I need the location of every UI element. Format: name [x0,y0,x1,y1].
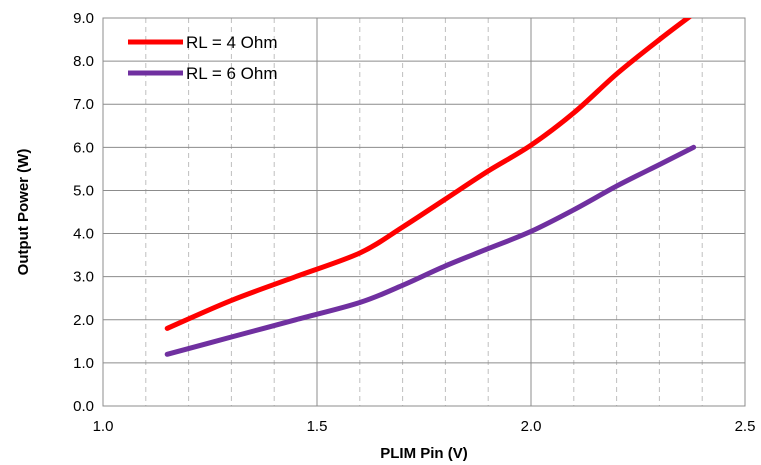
y-tick-label: 2.0 [73,312,94,329]
x-tick-label: 2.5 [735,418,756,435]
x-tick-label: 1.5 [307,418,328,435]
legend-label: RL = 6 Ohm [186,64,278,83]
plot-area [102,17,746,407]
series-line-1 [164,18,693,331]
series-layer [164,18,697,357]
y-tick-label: 9.0 [73,10,94,27]
y-tick-label: 3.0 [73,269,94,286]
y-axis-label: Output Power (W) [15,149,32,276]
minor-gridlines [145,18,703,406]
x-tick-label: 2.0 [521,418,542,435]
y-tick-label: 7.0 [73,96,94,113]
y-axis-ticks: 0.0 1.0 2.0 3.0 4.0 5.0 6.0 7.0 8.0 9.0 [73,10,94,415]
y-tick-label: 5.0 [73,182,94,199]
legend-item-1: RL = 4 Ohm [128,33,278,52]
series-line-2 [164,144,697,357]
x-axis-label: PLIM Pin (V) [380,445,468,462]
y-tick-label: 1.0 [73,355,94,372]
y-tick-label: 8.0 [73,53,94,70]
x-tick-label: 1.0 [93,418,114,435]
plot-border [102,17,746,407]
legend-label: RL = 4 Ohm [186,33,278,52]
legend: RL = 4 Ohm RL = 6 Ohm [128,33,278,83]
x-axis-ticks: 1.0 1.5 2.0 2.5 [93,418,756,435]
y-tick-label: 6.0 [73,139,94,156]
y-tick-label: 0.0 [73,398,94,415]
y-tick-label: 4.0 [73,226,94,243]
legend-item-2: RL = 6 Ohm [128,64,278,83]
